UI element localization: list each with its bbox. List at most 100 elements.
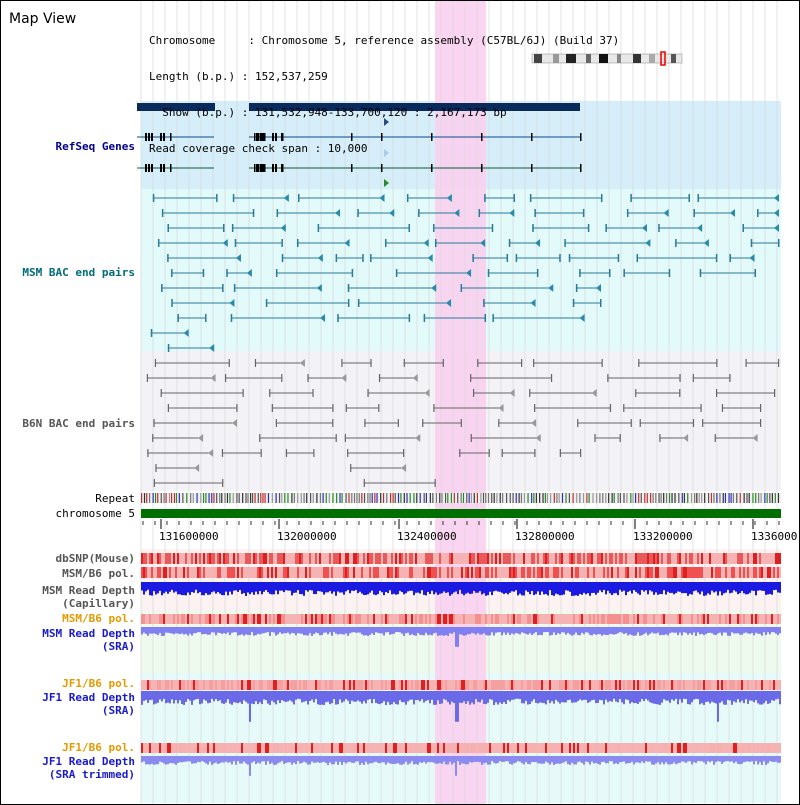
msm-sra-depth bbox=[687, 627, 689, 635]
jf1-trimmed-depth bbox=[281, 756, 283, 761]
dbsnp-heat bbox=[539, 553, 541, 564]
msm-sra-depth bbox=[761, 627, 763, 636]
dbsnp-heat bbox=[263, 553, 265, 564]
jf1-pol-heat bbox=[655, 680, 657, 690]
msm-pol-heat bbox=[283, 567, 285, 578]
jf1-trimmed-depth bbox=[335, 756, 337, 762]
jf1-sra-depth bbox=[355, 691, 357, 702]
msm-capillary-depth bbox=[261, 582, 263, 595]
jf1-sra-depth bbox=[223, 691, 225, 704]
msm-pol2-heat bbox=[193, 614, 195, 624]
msm-pol-heat bbox=[231, 567, 233, 578]
msm-pol2-heat bbox=[231, 614, 233, 624]
jf1-sra-depth bbox=[325, 691, 327, 703]
repeat-feature bbox=[382, 493, 385, 503]
jf1-trimmed-depth bbox=[273, 756, 275, 765]
msm-capillary-depth bbox=[233, 582, 235, 591]
msm-capillary-depth bbox=[489, 582, 491, 592]
gene-arrow bbox=[384, 118, 389, 126]
jf1-trimmed-depth bbox=[651, 756, 653, 765]
jf1-pol-heat bbox=[753, 680, 755, 690]
msm-pol-heat bbox=[361, 567, 363, 578]
jf1-pol-heat bbox=[211, 680, 213, 690]
msm-sra-depth bbox=[393, 627, 395, 634]
msm-capillary-depth bbox=[211, 582, 213, 593]
msm-sra-depth bbox=[477, 627, 479, 634]
exon bbox=[531, 164, 533, 172]
jf1-pol2-heat bbox=[669, 743, 671, 753]
jf1-trimmed-depth bbox=[721, 756, 723, 764]
bac-end bbox=[223, 224, 225, 232]
msm-sra-depth bbox=[777, 627, 779, 636]
dbsnp-heat bbox=[739, 553, 741, 564]
repeat-feature bbox=[755, 493, 757, 503]
repeat-feature bbox=[509, 493, 511, 503]
msm-capillary-depth bbox=[399, 582, 401, 591]
repeat-feature bbox=[170, 493, 173, 503]
dbsnp-heat bbox=[535, 553, 537, 564]
bac-end bbox=[559, 254, 561, 262]
dbsnp-heat bbox=[295, 553, 297, 564]
msm-pol2-heat bbox=[653, 614, 655, 624]
repeat-feature bbox=[605, 493, 607, 503]
jf1-trimmed-depth bbox=[173, 756, 175, 764]
msm-sra-depth bbox=[259, 627, 261, 635]
jf1-pol-heat bbox=[697, 680, 699, 690]
bac-end bbox=[335, 434, 337, 442]
jf1-trimmed-depth bbox=[157, 756, 159, 765]
jf1-pol-heat bbox=[313, 680, 315, 690]
jf1-pol-heat bbox=[191, 680, 193, 690]
msm-pol-heat bbox=[149, 567, 151, 578]
jf1-trimmed-depth bbox=[241, 756, 243, 764]
msm-sra-depth bbox=[411, 627, 413, 635]
jf1-sra-depth bbox=[519, 691, 521, 700]
msm-sra-depth bbox=[639, 627, 641, 636]
jf1-pol-heat bbox=[749, 680, 751, 690]
jf1-pol-heat bbox=[153, 680, 155, 690]
jf1-pol-heat bbox=[393, 680, 395, 690]
jf1-pol2-heat bbox=[229, 743, 231, 753]
msm-capillary-depth bbox=[757, 582, 759, 591]
msm-pol-heat bbox=[333, 567, 335, 578]
msm-pol-heat bbox=[445, 567, 447, 578]
msm-sra-depth bbox=[473, 627, 475, 634]
jf1-sra-depth bbox=[439, 691, 441, 705]
msm-pol2-heat bbox=[325, 614, 327, 624]
jf1-pol2-heat bbox=[475, 743, 477, 753]
msm-capillary-depth bbox=[305, 582, 307, 591]
jf1-pol-heat bbox=[407, 680, 409, 690]
jf1-pol-heat bbox=[363, 680, 365, 690]
msm-pol2-heat bbox=[565, 614, 567, 624]
msm-sra-depth bbox=[483, 627, 485, 634]
msm-pol2-heat bbox=[195, 614, 197, 624]
msm-pol-heat bbox=[589, 567, 591, 578]
msm-pol2-heat bbox=[335, 614, 337, 624]
dbsnp-heat bbox=[591, 553, 593, 564]
dbsnp-heat bbox=[185, 553, 187, 564]
msm-sra-depth bbox=[457, 627, 459, 647]
repeat-feature bbox=[211, 493, 213, 503]
repeat-feature bbox=[632, 493, 634, 503]
msm-sra-depth bbox=[631, 627, 633, 636]
repeat-feature bbox=[386, 493, 388, 503]
msm-sra-depth bbox=[709, 627, 711, 633]
msm-capillary-depth bbox=[227, 582, 229, 596]
jf1-sra-depth bbox=[609, 691, 611, 701]
msm-capillary-depth bbox=[677, 582, 679, 592]
msm-pol2-heat bbox=[503, 614, 505, 624]
jf1-pol2-heat bbox=[253, 743, 255, 753]
jf1-trimmed-depth bbox=[521, 756, 523, 764]
jf1-sra-depth bbox=[411, 691, 413, 700]
msm-pol-heat bbox=[191, 567, 193, 578]
repeat-feature bbox=[665, 493, 668, 503]
msm-capillary-depth bbox=[301, 582, 303, 595]
jf1-trimmed-depth bbox=[341, 756, 343, 765]
msm-capillary-depth bbox=[663, 582, 665, 591]
jf1-pol-heat bbox=[675, 680, 677, 690]
repeat-feature bbox=[165, 493, 167, 503]
jf1-pol-heat bbox=[181, 680, 183, 690]
msm-pol2-heat bbox=[279, 614, 281, 624]
jf1-pol2-heat bbox=[339, 743, 341, 753]
msm-sra-depth bbox=[361, 627, 363, 635]
